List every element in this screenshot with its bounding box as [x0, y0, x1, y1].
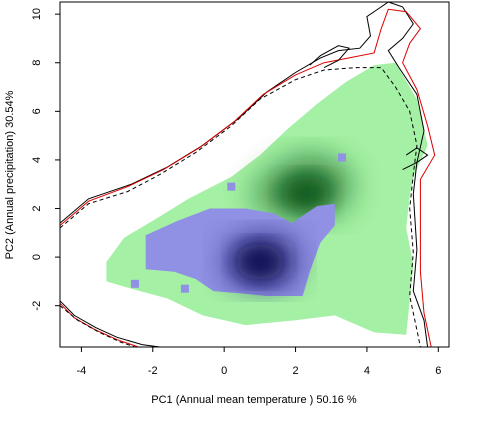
x-axis: -4 -2 0 2 4 6 [77, 347, 441, 377]
blue-density-peak [235, 243, 284, 280]
x-tick-label: 6 [435, 365, 441, 377]
blue-patch [130, 279, 139, 288]
y-tick-label: 8 [31, 60, 43, 66]
blue-patches [130, 153, 346, 293]
green-density-peak [282, 175, 331, 212]
blue-patch [337, 153, 346, 162]
y-tick-label: -2 [31, 301, 43, 311]
plot-frame [59, 1, 450, 348]
contour-lines [60, 2, 436, 347]
contour-line [60, 8, 436, 347]
density-layers [106, 62, 428, 335]
blue-patch [180, 284, 189, 293]
x-tick-label: -2 [148, 365, 158, 377]
y-axis: -2 0 2 4 6 8 10 [31, 8, 60, 311]
y-tick-label: 2 [31, 205, 43, 211]
contour-line [60, 300, 160, 347]
x-tick-label: 0 [221, 365, 227, 377]
blue-patch [227, 182, 236, 191]
y-tick-label: 6 [31, 108, 43, 114]
blue-density-layer [145, 203, 335, 296]
x-tick-label: 2 [292, 365, 298, 377]
contour-line [60, 305, 136, 347]
x-tick-label: 4 [364, 365, 370, 377]
y-tick-label: 4 [31, 157, 43, 163]
contour-line [309, 45, 351, 69]
contour-line [60, 67, 421, 347]
x-tick-label: -4 [77, 365, 87, 377]
y-tick-label: 10 [31, 8, 43, 20]
contour-line [402, 147, 429, 171]
x-axis-title: PC1 (Annual mean temperature ) 50.16 % [151, 394, 357, 406]
y-axis-title: PC2 (Annual precipitation) 30.54% [4, 90, 16, 259]
y-tick-label: 0 [31, 254, 43, 260]
